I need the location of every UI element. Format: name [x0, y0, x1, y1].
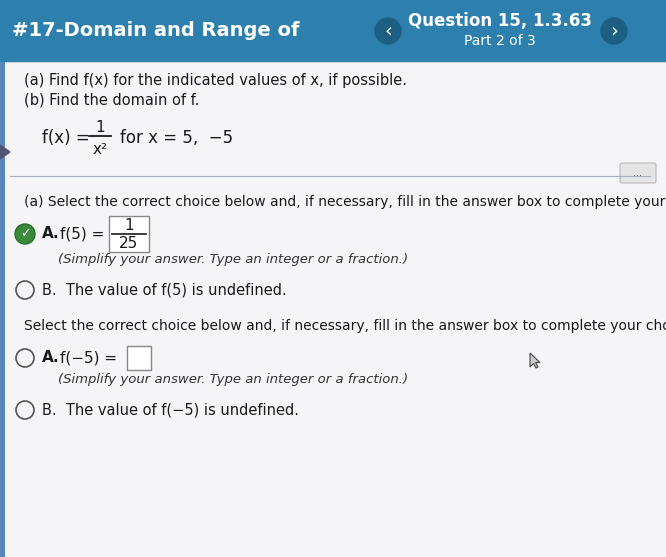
Text: f(5) =: f(5) = — [60, 227, 105, 242]
FancyBboxPatch shape — [0, 0, 666, 62]
Circle shape — [375, 18, 401, 44]
Circle shape — [16, 401, 34, 419]
Text: B.  The value of f(5) is undefined.: B. The value of f(5) is undefined. — [42, 282, 287, 297]
Polygon shape — [0, 145, 10, 159]
Text: ‹: ‹ — [384, 22, 392, 41]
Text: Select the correct choice below and, if necessary, fill in the answer box to com: Select the correct choice below and, if … — [24, 319, 666, 333]
Text: A.: A. — [42, 227, 60, 242]
Text: for x = 5,  −5: for x = 5, −5 — [120, 129, 233, 147]
FancyBboxPatch shape — [0, 62, 5, 557]
Circle shape — [16, 349, 34, 367]
Text: (a) Find f(x) for the indicated values of x, if possible.: (a) Find f(x) for the indicated values o… — [24, 72, 407, 87]
Text: f(x) =: f(x) = — [42, 129, 90, 147]
Text: ›: › — [610, 22, 618, 41]
Circle shape — [15, 224, 35, 244]
Circle shape — [601, 18, 627, 44]
Text: Question 15, 1.3.63: Question 15, 1.3.63 — [408, 12, 592, 30]
Text: ...: ... — [633, 168, 643, 178]
FancyBboxPatch shape — [127, 346, 151, 370]
Text: (Simplify your answer. Type an integer or a fraction.): (Simplify your answer. Type an integer o… — [58, 374, 408, 387]
Text: A.: A. — [42, 350, 60, 365]
FancyBboxPatch shape — [109, 216, 149, 252]
Text: x²: x² — [93, 141, 108, 157]
Text: f(−5) =: f(−5) = — [60, 350, 117, 365]
Text: 25: 25 — [119, 236, 139, 251]
Polygon shape — [530, 353, 540, 368]
Text: (b) Find the domain of f.: (b) Find the domain of f. — [24, 92, 199, 108]
Text: Part 2 of 3: Part 2 of 3 — [464, 34, 536, 48]
Text: (a) Select the correct choice below and, if necessary, fill in the answer box to: (a) Select the correct choice below and,… — [24, 195, 666, 209]
Text: #17-Domain and Range of: #17-Domain and Range of — [12, 22, 300, 41]
Circle shape — [16, 281, 34, 299]
Text: 1: 1 — [95, 120, 105, 135]
Text: ✓: ✓ — [20, 227, 30, 241]
FancyBboxPatch shape — [620, 163, 656, 183]
Text: (Simplify your answer. Type an integer or a fraction.): (Simplify your answer. Type an integer o… — [58, 253, 408, 266]
Text: 1: 1 — [124, 218, 134, 233]
Text: B.  The value of f(−5) is undefined.: B. The value of f(−5) is undefined. — [42, 403, 299, 418]
FancyBboxPatch shape — [0, 62, 666, 557]
